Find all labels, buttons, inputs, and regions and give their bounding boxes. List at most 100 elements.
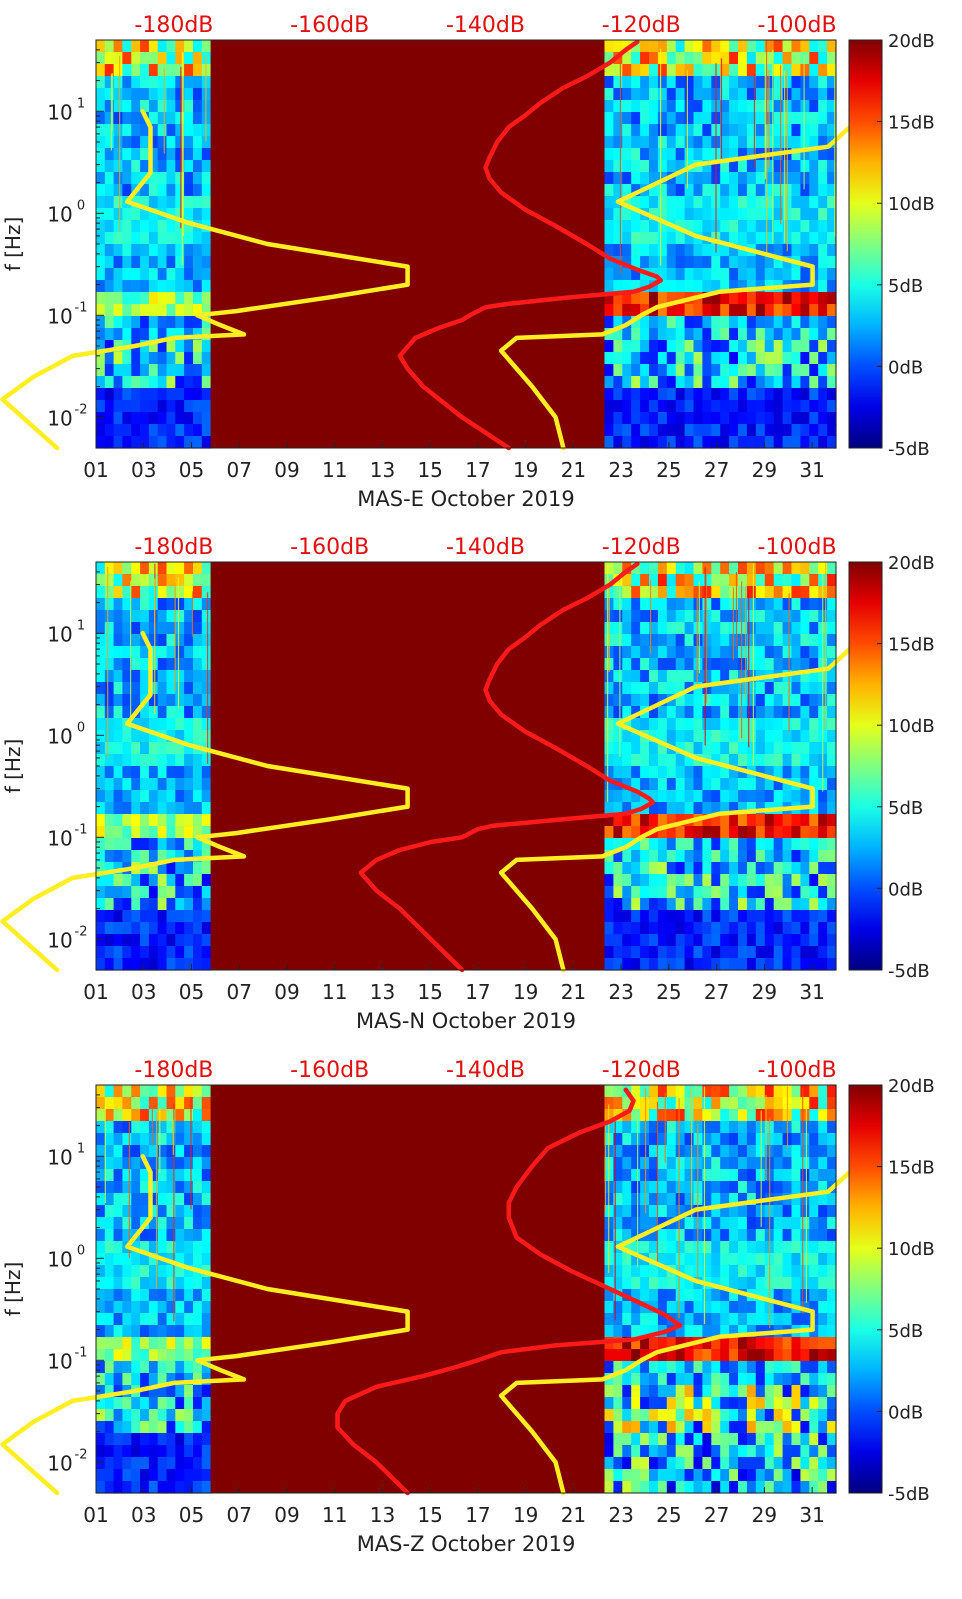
spectrogram-cell: [113, 1469, 123, 1482]
nhnm-yellow-curve: [498, 1154, 870, 1496]
spectrogram-cell: [782, 1313, 793, 1326]
spectrogram-cell: [193, 376, 203, 389]
spectrogram-cell: [640, 658, 650, 671]
spectrogram-cell: [809, 1193, 819, 1206]
spectrogram-cell: [131, 376, 141, 389]
x-tick-label: 31: [799, 1503, 824, 1527]
spectrogram-cell: [818, 244, 828, 257]
y-tick-label: 10: [47, 304, 72, 328]
spectrogram-cell: [809, 124, 819, 137]
spectrogram-cell: [791, 196, 801, 209]
spectrogram-cell: [738, 1205, 748, 1218]
spectrogram-cell: [827, 1433, 837, 1446]
spectrogram-cell: [113, 838, 123, 851]
spectrogram-cell: [649, 160, 659, 173]
spectrogram-cell: [184, 1289, 194, 1302]
spectrogram-cell: [613, 1289, 623, 1302]
spectrogram-cell: [657, 1097, 668, 1110]
spectrogram-cell: [773, 112, 784, 125]
spectrogram-cell: [827, 352, 837, 365]
spectrogram-cell: [773, 1253, 784, 1266]
spectrogram-cell: [201, 1145, 212, 1158]
spectrogram-cell: [140, 1469, 150, 1482]
spectrogram-cell: [738, 268, 748, 281]
spectrogram-cell: [657, 1301, 668, 1314]
spectrogram-cell: [791, 1145, 801, 1158]
spectrogram-cell: [122, 1349, 132, 1362]
spectrogram-cell: [613, 634, 623, 647]
spectrogram-cell: [622, 376, 632, 389]
spectrogram-cell: [738, 148, 748, 161]
spectrogram-cell: [657, 862, 668, 875]
spectrogram-cell: [113, 934, 123, 947]
spectrogram-cell: [800, 610, 810, 623]
spectrogram-cell: [773, 40, 784, 53]
spectrogram-cell: [755, 424, 766, 437]
spectrogram-cell: [640, 586, 650, 599]
spectrogram-cell: [729, 934, 739, 947]
spectrogram-cell: [131, 742, 141, 755]
spectrogram-cell: [96, 364, 106, 377]
spectrogram-cell: [201, 1385, 212, 1398]
spectrogram-cell: [809, 52, 819, 65]
spectrogram-cell: [657, 922, 668, 935]
spectrogram-cell: [818, 400, 828, 413]
spectrogram-cell: [622, 586, 632, 599]
spectrogram-cell: [113, 922, 123, 935]
spectrogram-cell: [773, 1301, 784, 1314]
spectrogram-cell: [818, 412, 828, 425]
spectrogram-cell: [113, 1145, 123, 1158]
spectrogram-cell: [649, 112, 659, 125]
spectrogram-cell: [720, 874, 730, 887]
spectrogram-cell: [201, 124, 212, 137]
spectrogram-cell: [640, 778, 650, 791]
spectrogram-cell: [773, 136, 784, 149]
spectrogram-cell: [649, 862, 659, 875]
spectrogram-cell: [818, 1229, 828, 1242]
spectrogram-cell: [640, 670, 650, 683]
spectrogram-cell: [773, 1085, 784, 1098]
spectrogram-cell: [657, 1085, 668, 1098]
spectrogram-cell: [631, 280, 641, 293]
spectrogram-cell: [711, 814, 721, 827]
spectrogram-cell: [131, 1409, 141, 1422]
spectrogram-cell: [755, 160, 766, 173]
spectrogram-cell: [122, 778, 132, 791]
spectrogram-cell: [201, 52, 212, 65]
spectrogram-cell: [693, 874, 703, 887]
spectrogram-cell: [113, 1373, 123, 1386]
spectrogram-cell: [773, 256, 784, 269]
spectrogram-cell: [684, 316, 695, 329]
spectrogram-cell: [782, 706, 793, 719]
spectrogram-cell: [675, 304, 686, 317]
spectrogram-cell: [782, 1409, 793, 1422]
spectrogram-cell: [657, 232, 668, 245]
spectrogram-cell: [809, 610, 819, 623]
spectrogram-cell: [157, 1145, 168, 1158]
spectrogram-cell: [800, 1229, 810, 1242]
spectrogram-cell: [622, 1241, 632, 1254]
spectrogram-cell: [104, 1313, 115, 1326]
spectrogram-cell: [631, 160, 641, 173]
spectrogram-cell: [157, 1373, 168, 1386]
spectrogram-cell: [729, 1133, 739, 1146]
spectrogram-cell: [800, 850, 810, 863]
spectrogram-cell: [131, 802, 141, 815]
spectrogram-cell: [148, 1445, 159, 1458]
spectrogram-cell: [746, 292, 757, 305]
spectrogram-cell: [675, 682, 686, 695]
spectrogram-cell: [720, 934, 730, 947]
spectrogram-cell: [113, 874, 123, 887]
spectrogram-cell: [184, 364, 194, 377]
spectrogram-cell: [613, 328, 623, 341]
spectrogram-cell: [104, 682, 115, 695]
spectrogram-cell: [755, 1289, 766, 1302]
spectrogram-cell: [711, 1205, 721, 1218]
spectrogram-heatmap: [96, 40, 837, 449]
spectrogram-cell: [746, 76, 757, 89]
spectrogram-cell: [711, 658, 721, 671]
spectrogram-cell: [157, 64, 168, 77]
spectrogram-cell: [791, 328, 801, 341]
spectrogram-cell: [131, 1133, 141, 1146]
spectrogram-cell: [755, 172, 766, 185]
